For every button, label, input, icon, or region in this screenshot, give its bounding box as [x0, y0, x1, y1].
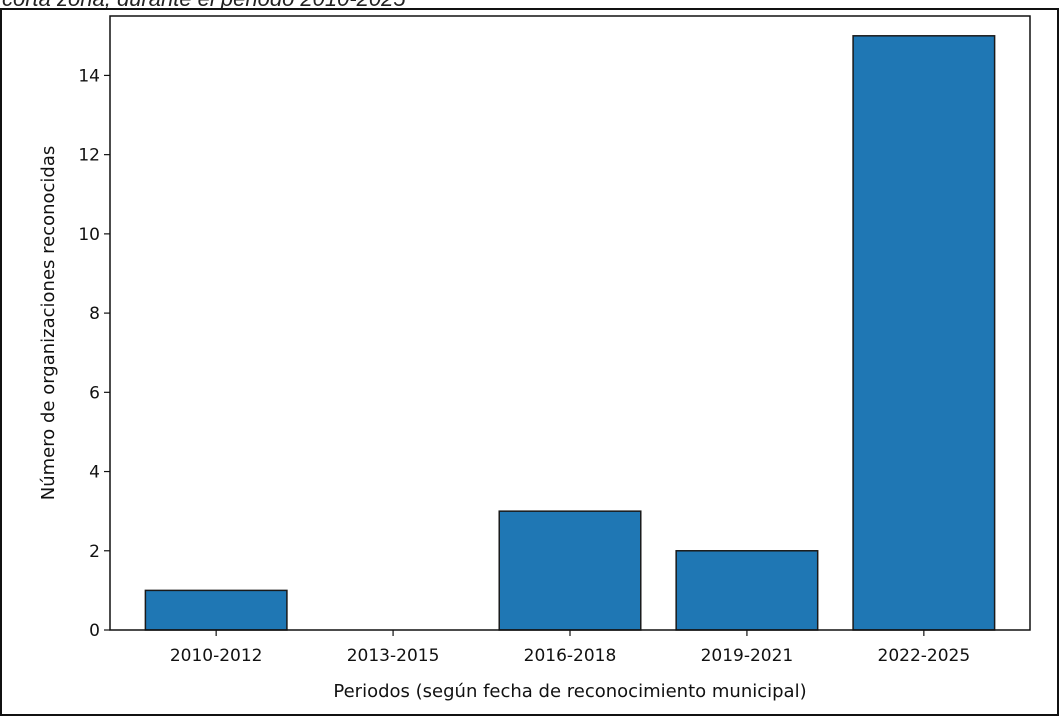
x-tick-label: 2010-2012: [170, 646, 263, 666]
bar-2010-2012: [144, 589, 288, 631]
bar-2019-2021: [675, 550, 819, 631]
x-axis-label: Periodos (según fecha de reconocimiento …: [333, 681, 806, 702]
y-axis-ticks: 0 2 4 6 8 10 12 14: [78, 66, 110, 641]
x-tick-label: 2013-2015: [347, 646, 440, 666]
figure-caption: corta zona, durante el periodo 2010-2025: [2, 0, 406, 12]
y-tick-label: 10: [78, 225, 100, 245]
y-tick-label: 6: [89, 383, 100, 403]
x-axis-ticks: 2010-2012 2013-2015 2016-2018 2019-2021 2022…: [170, 630, 970, 666]
y-tick-label: 8: [89, 304, 100, 324]
y-axis-label: Número de organizaciones reconocidas: [38, 146, 59, 501]
bar-2022-2025: [852, 35, 996, 631]
y-tick-label: 0: [89, 621, 100, 641]
x-tick-label: 2016-2018: [524, 646, 617, 666]
y-tick-label: 14: [78, 66, 100, 86]
y-tick-label: 2: [89, 542, 100, 562]
y-tick-label: 12: [78, 146, 100, 166]
bars-layer: [144, 35, 996, 631]
x-tick-label: 2019-2021: [701, 646, 794, 666]
y-tick-label: 4: [89, 463, 100, 483]
x-tick-label: 2022-2025: [878, 646, 971, 666]
bar-2016-2018: [498, 510, 642, 631]
